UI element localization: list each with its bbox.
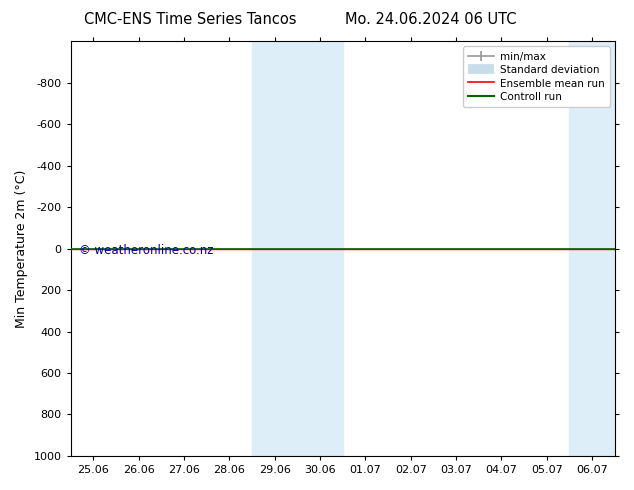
Y-axis label: Min Temperature 2m (°C): Min Temperature 2m (°C) [15, 170, 28, 328]
Bar [569, 41, 615, 456]
Text: Mo. 24.06.2024 06 UTC: Mo. 24.06.2024 06 UTC [346, 12, 517, 27]
Legend: min/max, Standard deviation, Ensemble mean run, Controll run: min/max, Standard deviation, Ensemble me… [463, 47, 610, 107]
Text: © weatheronline.co.nz: © weatheronline.co.nz [79, 244, 213, 257]
Text: CMC-ENS Time Series Tancos: CMC-ENS Time Series Tancos [84, 12, 297, 27]
Bar [252, 41, 343, 456]
